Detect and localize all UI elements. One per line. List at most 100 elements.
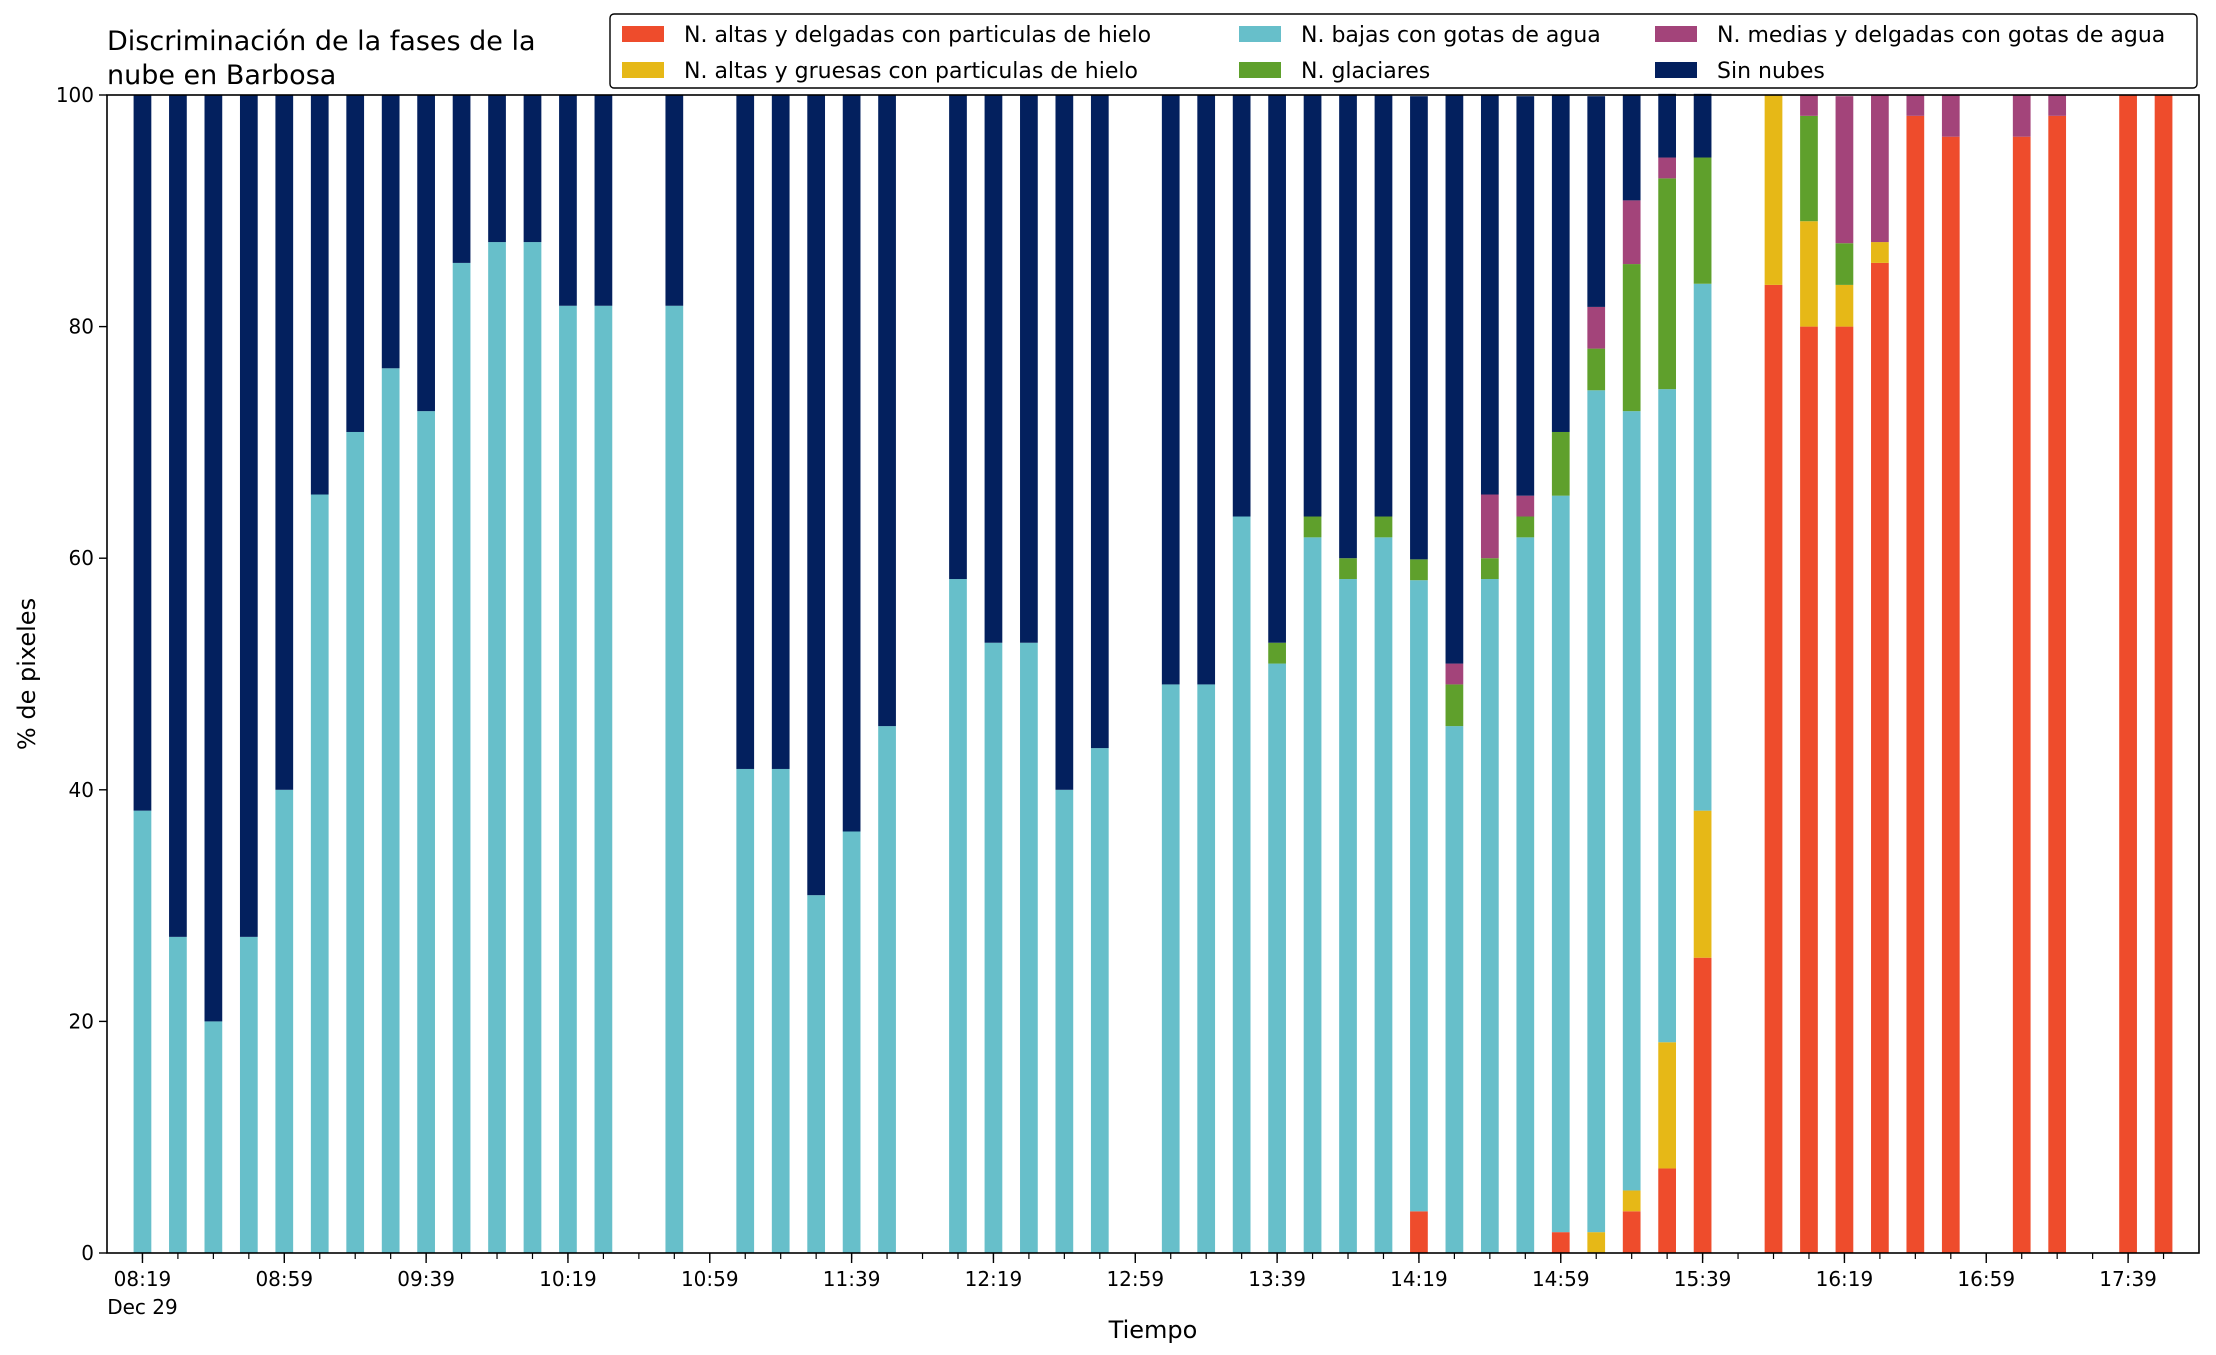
- bar-segment-sin-nubes-1309: [1161, 95, 1180, 685]
- y-axis-label: % de pixeles: [13, 598, 41, 750]
- bar-segment-n-glaciares-1509: [1587, 348, 1606, 391]
- x-tick-label: 16:19: [1816, 1267, 1874, 1291]
- bar-segment-sin-nubes-1519: [1622, 95, 1641, 201]
- chart-title-line-2: nube en Barbosa: [107, 60, 336, 91]
- bar-segment-n-bajas-con-gotas-de-agua-1229: [1020, 642, 1038, 1253]
- bar-segment-sin-nubes-1359: [1339, 95, 1357, 559]
- bar-segment-n-altas-y-gruesas-con-particulas-de-hielo-1629: [1871, 242, 1889, 263]
- bar-segment-sin-nubes-1239: [1055, 95, 1074, 790]
- bar-segment-n-bajas-con-gotas-de-agua-1439: [1480, 579, 1499, 1253]
- x-tick-label: 17:39: [2099, 1267, 2157, 1291]
- bar-segment-n-altas-y-gruesas-con-particulas-de-hielo-1519: [1622, 1190, 1641, 1212]
- x-tick-date-label: Dec 29: [107, 1295, 178, 1319]
- bar-segment-n-medias-y-delgadas-con-gotas-de-agua-1719: [2048, 95, 2067, 116]
- bar-segment-n-glaciares-1359: [1339, 558, 1357, 580]
- y-tick-label: 80: [69, 315, 94, 339]
- bar-segment-n-glaciares-1519: [1622, 264, 1641, 412]
- bar-segment-sin-nubes-0939: [417, 95, 435, 412]
- bar-segment-sin-nubes-1109: [736, 95, 755, 769]
- legend: N. altas y delgadas con particulas de hi…: [609, 13, 2198, 89]
- bar-segment-n-glaciares-1419: [1410, 559, 1428, 581]
- bar-segment-sin-nubes-1029: [594, 95, 613, 306]
- bar-segment-sin-nubes-1409: [1374, 95, 1393, 517]
- legend-label-sin-nubes: Sin nubes: [1717, 59, 1825, 84]
- bar-segment-sin-nubes-0859: [275, 95, 294, 790]
- bar-segment-sin-nubes-0929: [381, 95, 400, 369]
- bar-segment-n-altas-y-delgadas-con-particulas-de-hielo-1639: [1906, 115, 1925, 1254]
- bar-segment-n-bajas-con-gotas-de-agua-0839: [204, 1021, 223, 1253]
- bar-segment-n-bajas-con-gotas-de-agua-1319: [1197, 684, 1216, 1253]
- bar-segment-sin-nubes-1539: [1693, 93, 1712, 158]
- x-tick-label: 15:39: [1674, 1267, 1732, 1291]
- bar-segment-n-bajas-con-gotas-de-agua-1009: [523, 242, 542, 1253]
- bar-segment-n-bajas-con-gotas-de-agua-1449: [1516, 537, 1535, 1253]
- legend-label-n-medias-y-delgadas-con-gotas-de-agua: N. medias y delgadas con gotas de agua: [1717, 23, 2165, 48]
- bar-segment-n-bajas-con-gotas-de-agua-1519: [1622, 411, 1641, 1191]
- bar-segment-sin-nubes-0849: [239, 95, 258, 937]
- bar-segment-n-altas-y-delgadas-con-particulas-de-hielo-1609: [1800, 326, 1818, 1254]
- bar-segment-n-altas-y-gruesas-con-particulas-de-hielo-1509: [1587, 1232, 1606, 1253]
- bar-segment-n-altas-y-delgadas-con-particulas-de-hielo-1529: [1658, 1168, 1676, 1253]
- legend-swatch-n-altas-y-delgadas-con-particulas-de-hielo: [622, 26, 664, 42]
- y-tick-label: 40: [69, 778, 94, 802]
- legend-label-n-altas-y-gruesas-con-particulas-de-hielo: N. altas y gruesas con particulas de hie…: [684, 59, 1138, 84]
- y-tick-label: 100: [56, 83, 94, 107]
- bar-segment-n-bajas-con-gotas-de-agua-1409: [1374, 537, 1393, 1253]
- bar-segment-n-bajas-con-gotas-de-agua-1349: [1303, 537, 1322, 1253]
- bar-segment-sin-nubes-1049: [665, 95, 684, 306]
- x-tick-label: 10:19: [539, 1267, 597, 1291]
- bar-segment-sin-nubes-1209: [949, 95, 967, 580]
- bar-segment-sin-nubes-1449: [1516, 96, 1535, 496]
- bar-segment-n-bajas-con-gotas-de-agua-1359: [1339, 579, 1357, 1253]
- bar-segment-n-altas-y-gruesas-con-particulas-de-hielo-1559: [1764, 95, 1783, 285]
- bar-segment-n-bajas-con-gotas-de-agua-1329: [1232, 516, 1251, 1253]
- legend-box: [609, 13, 2198, 89]
- bar-segment-sin-nubes-1229: [1020, 95, 1038, 643]
- x-tick-label: 13:39: [1248, 1267, 1306, 1291]
- bar-segment-n-bajas-con-gotas-de-agua-1049: [665, 305, 684, 1253]
- bar-segment-n-bajas-con-gotas-de-agua-1459: [1551, 495, 1570, 1233]
- chart-title-line-1: Discriminación de la fases de la: [107, 26, 536, 57]
- bar-segment-n-altas-y-delgadas-con-particulas-de-hielo-1709: [2012, 136, 2031, 1254]
- bar-segment-n-bajas-con-gotas-de-agua-0859: [275, 789, 294, 1253]
- bar-segment-sin-nubes-1139: [842, 95, 861, 832]
- bar-segment-n-bajas-con-gotas-de-agua-1309: [1161, 684, 1180, 1253]
- bar-segment-n-bajas-con-gotas-de-agua-1149: [878, 726, 896, 1253]
- bar-segment-n-bajas-con-gotas-de-agua-1219: [984, 642, 1003, 1253]
- bar-segment-sin-nubes-1339: [1268, 95, 1286, 643]
- bar-segment-n-altas-y-delgadas-con-particulas-de-hielo-1719: [2048, 115, 2067, 1254]
- bar-segment-n-glaciares-1619: [1835, 243, 1854, 285]
- x-tick-label: 09:39: [397, 1267, 455, 1291]
- bar-segment-n-medias-y-delgadas-con-gotas-de-agua-1649: [1941, 95, 1960, 137]
- bar-segment-n-bajas-con-gotas-de-agua-0939: [417, 411, 435, 1253]
- x-tick-label: 16:59: [1957, 1267, 2015, 1291]
- bar-segment-n-medias-y-delgadas-con-gotas-de-agua-1619: [1835, 96, 1854, 244]
- y-tick-label: 0: [81, 1241, 94, 1265]
- bar-segment-sin-nubes-1429: [1445, 95, 1464, 664]
- bar-segment-n-altas-y-delgadas-con-particulas-de-hielo-1559: [1764, 284, 1783, 1253]
- bar-segment-sin-nubes-1349: [1303, 95, 1322, 517]
- bar-segment-n-bajas-con-gotas-de-agua-0849: [239, 936, 258, 1253]
- bar-segment-n-altas-y-delgadas-con-particulas-de-hielo-1619: [1835, 326, 1854, 1254]
- legend-swatch-n-bajas-con-gotas-de-agua: [1239, 26, 1281, 42]
- bar-segment-n-medias-y-delgadas-con-gotas-de-agua-1429: [1445, 663, 1464, 685]
- bar-segment-n-altas-y-delgadas-con-particulas-de-hielo-1459: [1551, 1232, 1570, 1253]
- bar-segment-n-bajas-con-gotas-de-agua-0929: [381, 368, 400, 1253]
- bar-segment-n-glaciares-1449: [1516, 516, 1535, 538]
- bar-segment-n-bajas-con-gotas-de-agua-0909: [310, 494, 329, 1253]
- bar-segment-n-bajas-con-gotas-de-agua-1139: [842, 831, 861, 1253]
- bar-segment-n-bajas-con-gotas-de-agua-1239: [1055, 789, 1074, 1253]
- bar-segment-sin-nubes-1129: [807, 95, 826, 896]
- bar-segment-n-medias-y-delgadas-con-gotas-de-agua-1449: [1516, 495, 1535, 517]
- bar-segment-n-medias-y-delgadas-con-gotas-de-agua-1509: [1587, 306, 1606, 349]
- bar-segment-n-bajas-con-gotas-de-agua-1129: [807, 895, 826, 1253]
- bar-segment-sin-nubes-1249: [1090, 95, 1109, 749]
- bar-segment-n-bajas-con-gotas-de-agua-0829: [169, 936, 187, 1253]
- bar-segment-n-bajas-con-gotas-de-agua-1019: [559, 305, 577, 1253]
- bar-segment-sin-nubes-0949: [452, 95, 471, 263]
- bar-segment-sin-nubes-0829: [169, 95, 187, 937]
- bar-segment-n-bajas-con-gotas-de-agua-1509: [1587, 390, 1606, 1233]
- bar-segment-n-glaciares-1349: [1303, 516, 1322, 538]
- bar-segment-n-bajas-con-gotas-de-agua-1119: [771, 768, 790, 1253]
- bar-segment-n-bajas-con-gotas-de-agua-0949: [452, 262, 471, 1253]
